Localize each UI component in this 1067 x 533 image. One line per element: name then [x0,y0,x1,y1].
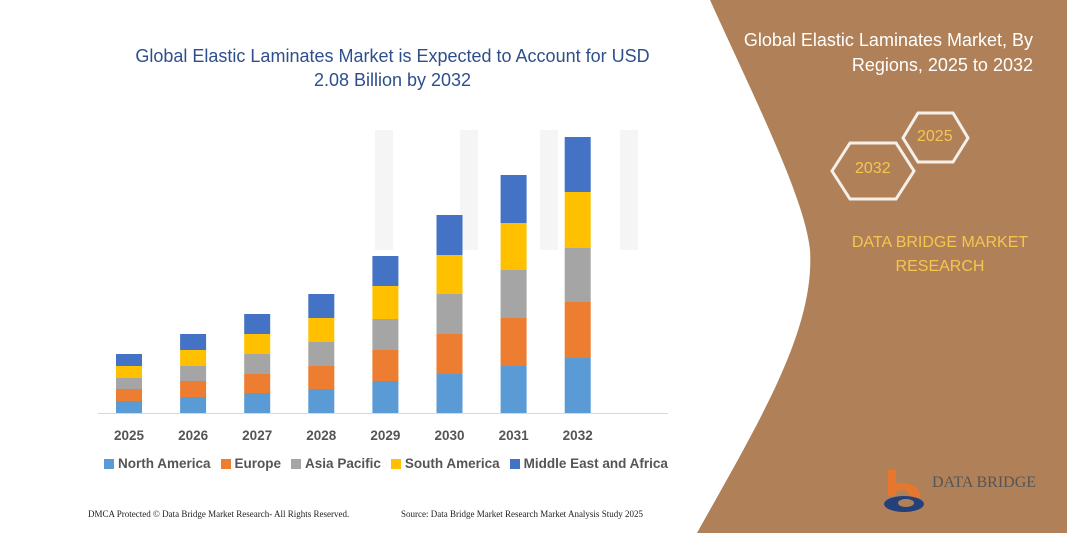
bar-segment-2028-south-america [308,318,335,342]
bar-segment-2030-europe [436,334,463,374]
x-tick-label: 2025 [114,428,145,443]
bar-segment-2026-north-america [180,397,207,413]
x-tick-label: 2028 [306,428,337,443]
legend-label: South America [404,456,500,471]
bar-segment-2031-europe [500,318,527,366]
bar-segment-2029-north-america [372,381,399,413]
hexagon-2032 [830,141,916,201]
logo-text: DATA BRIDGE [932,474,1037,491]
bar-segment-2029-europe [372,350,399,381]
legend-swatch [291,458,302,469]
legend-item: South America [390,456,500,471]
hex-start-year: 2025 [917,128,953,145]
legend-label: Middle East and Africa [523,456,668,471]
bar-segment-2028-europe [308,366,335,389]
bar-segment-2030-north-america [436,374,463,413]
x-tick-label: 2031 [499,428,530,443]
legend-swatch [104,458,114,469]
legend-label: North America [118,456,211,471]
legend-item: Europe [220,456,282,471]
bar-segment-2026-europe [180,381,207,397]
legend-item: Asia Pacific [291,456,381,471]
legend: North America Europe Asia Pacific South Ame… [104,456,668,471]
side-panel-title: Global Elastic Laminates Market, By Regi… [743,30,1033,75]
bar-segment-2031-north-america [500,366,527,413]
x-tick-label: 2026 [178,428,209,443]
bar-segment-2025-south-america [116,366,142,378]
x-tick-label: 2032 [563,428,593,443]
bar-segment-2032-north-america [564,358,591,413]
watermark [375,130,638,250]
bar-segment-2027-north-america [244,393,271,413]
legend-label: Europe [234,456,282,471]
bar-segment-2028-middle-east-and-africa [308,294,335,318]
bar-segment-2032-south-america [564,192,591,248]
hex-end-year: 2032 [855,160,891,177]
bar-segment-2025-north-america [116,401,142,413]
bar-segment-2027-south-america [244,334,271,354]
bar-segment-2027-middle-east-and-africa [244,314,271,334]
footer-source: Source: Data Bridge Market Research Mark… [401,509,643,519]
bar-segment-2028-north-america [308,389,335,413]
bar-segment-2032-asia-pacific [564,248,591,302]
x-tick-label: 2029 [370,428,400,443]
legend-swatch [220,458,231,469]
hexagon-2025 [901,111,970,164]
bar-segment-2028-asia-pacific [308,342,335,366]
brand-text: DATA BRIDGE MARKET RESEARCH [851,234,1029,275]
bar-segment-2029-asia-pacific [372,319,399,350]
bar-segment-2025-europe [116,389,142,401]
bar-segment-2031-asia-pacific [500,270,527,318]
bar-segment-2029-south-america [372,286,399,319]
stacked-bar-chart: 2025 2026 2027 2028 2029 2030 2031 2032 [98,137,668,443]
bar-segment-2032-europe [564,302,591,358]
bar-segment-2031-middle-east-and-africa [500,175,527,223]
legend-swatch [390,458,401,469]
chart-title: Global Elastic Laminates Market is Expec… [135,46,650,90]
bar-segment-2030-asia-pacific [436,294,463,334]
bar-segment-2026-south-america [180,350,207,366]
x-tick-label: 2030 [434,428,464,443]
bar-segment-2026-middle-east-and-africa [180,334,207,350]
bar-segment-2030-south-america [436,255,463,294]
legend-swatch [509,458,520,469]
data-bridge-logo-icon [884,470,924,512]
x-tick-label: 2027 [242,428,272,443]
bar-segment-2031-south-america [500,223,527,270]
legend-item: Middle East and Africa [509,456,668,471]
side-panel-background [697,0,1067,533]
bar-segment-2027-europe [244,374,271,393]
footer-copyright: DMCA Protected © Data Bridge Market Rese… [88,509,350,519]
bar-segment-2025-asia-pacific [116,378,142,389]
bar-segment-2030-middle-east-and-africa [436,215,463,255]
legend-item: North America [104,456,211,471]
legend-label: Asia Pacific [305,456,381,471]
bar-segment-2029-middle-east-and-africa [372,256,399,286]
bar-segment-2025-middle-east-and-africa [116,354,142,366]
bar-segment-2026-asia-pacific [180,366,207,381]
bar-segment-2027-asia-pacific [244,354,271,374]
bar-segment-2032-middle-east-and-africa [564,137,591,192]
